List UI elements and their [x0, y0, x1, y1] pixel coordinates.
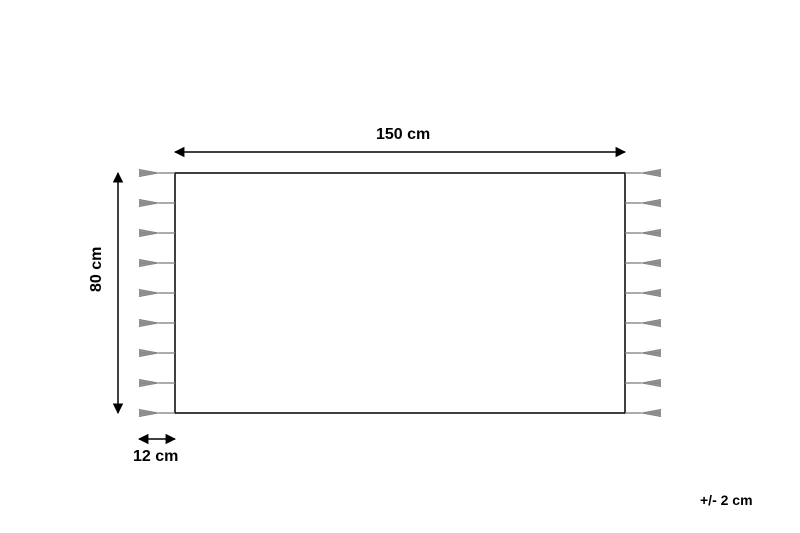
tassel-group-left [139, 169, 175, 417]
height-dimension-label: 80 cm [88, 247, 106, 292]
diagram-canvas: 150 cm 80 cm 12 cm +/- 2 cm [0, 0, 800, 533]
tassel-dimension-label: 12 cm [133, 448, 178, 466]
diagram-svg [0, 0, 800, 533]
width-dimension-label: 150 cm [376, 126, 430, 144]
tolerance-label: +/- 2 cm [700, 492, 753, 508]
tassel-group-right [625, 169, 661, 417]
rug-outline [175, 173, 625, 413]
